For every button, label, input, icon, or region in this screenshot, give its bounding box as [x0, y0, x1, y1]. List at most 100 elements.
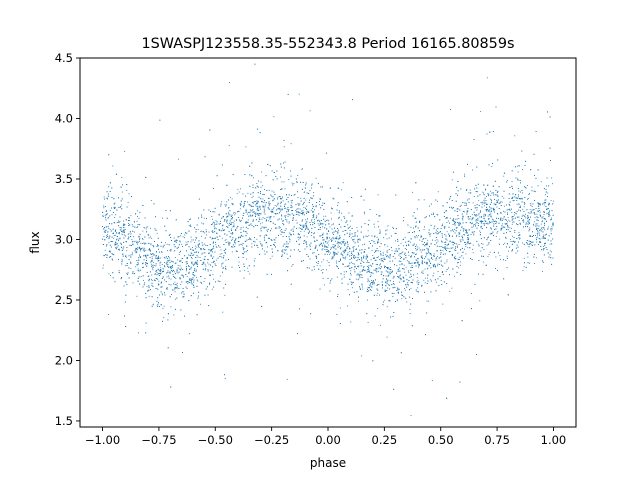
data-point [546, 185, 547, 187]
data-point [491, 218, 493, 220]
data-point [548, 185, 550, 187]
data-point [130, 215, 132, 217]
data-point [341, 212, 343, 214]
data-point [320, 235, 322, 237]
data-point [514, 135, 516, 137]
data-point [521, 215, 523, 217]
data-point [435, 232, 437, 234]
data-point [111, 223, 113, 225]
data-point [322, 232, 324, 234]
data-point [154, 273, 156, 275]
data-point [290, 204, 292, 206]
data-point [442, 223, 443, 225]
data-point [170, 306, 172, 308]
data-point [519, 237, 521, 239]
data-point [204, 259, 206, 261]
data-point [529, 227, 531, 229]
data-point [218, 223, 220, 225]
data-point [377, 240, 379, 242]
data-point [543, 237, 544, 239]
data-point [278, 208, 280, 210]
data-point [433, 272, 435, 274]
data-point [475, 214, 477, 216]
data-point [121, 191, 123, 193]
data-point [202, 244, 204, 246]
data-point [145, 322, 147, 324]
data-point [188, 225, 190, 227]
data-point [490, 227, 492, 229]
data-point [303, 224, 305, 226]
data-point [494, 221, 495, 222]
data-point [528, 219, 530, 221]
data-point [245, 146, 247, 148]
data-point [464, 234, 466, 236]
data-point [283, 249, 285, 251]
data-point [311, 220, 312, 222]
data-point [153, 266, 154, 268]
data-point [199, 257, 201, 258]
data-point [264, 253, 266, 255]
data-point [347, 266, 349, 268]
data-point [393, 388, 395, 390]
data-point [214, 251, 216, 253]
data-point [229, 236, 231, 238]
data-point [108, 227, 110, 229]
data-point [377, 238, 379, 240]
data-point [259, 206, 261, 208]
data-point [223, 229, 225, 231]
data-point [222, 311, 224, 313]
data-point [386, 281, 388, 283]
data-point [440, 280, 442, 281]
data-point [342, 182, 344, 184]
data-point [506, 179, 508, 181]
data-point [351, 233, 353, 235]
data-point [347, 244, 349, 246]
data-point [525, 222, 527, 224]
data-point [225, 205, 227, 207]
data-point [465, 202, 467, 204]
data-point [550, 240, 552, 242]
data-point [402, 251, 404, 253]
data-point [121, 250, 123, 251]
data-point [518, 204, 520, 205]
data-point [481, 242, 483, 244]
data-point [450, 195, 452, 197]
data-point [512, 216, 514, 218]
data-point [396, 265, 398, 266]
data-point [544, 199, 546, 201]
data-point [282, 232, 284, 234]
data-point [324, 284, 325, 286]
data-point [103, 231, 105, 233]
data-point [214, 207, 216, 209]
data-point [485, 200, 487, 202]
data-point [129, 254, 131, 256]
data-point [415, 244, 417, 246]
data-point [543, 211, 545, 213]
data-point [372, 255, 374, 256]
data-point [378, 241, 380, 243]
data-point [261, 218, 263, 220]
data-point [452, 247, 454, 249]
data-point [377, 194, 379, 196]
data-point [302, 214, 304, 216]
data-point [388, 274, 390, 276]
data-point [200, 248, 201, 249]
data-point [182, 236, 184, 238]
data-point [366, 257, 368, 258]
data-point [531, 245, 533, 247]
data-point [386, 281, 387, 283]
data-point [399, 255, 401, 257]
data-point [322, 226, 324, 228]
data-point [156, 272, 158, 274]
data-point [417, 262, 419, 264]
data-point [185, 281, 187, 283]
data-point [471, 292, 472, 294]
data-point [104, 215, 106, 217]
data-point [271, 195, 273, 197]
data-point [377, 292, 379, 294]
data-point [357, 252, 359, 254]
data-point [169, 249, 171, 251]
data-point [547, 226, 549, 228]
data-point [399, 274, 401, 276]
data-point [416, 276, 418, 278]
